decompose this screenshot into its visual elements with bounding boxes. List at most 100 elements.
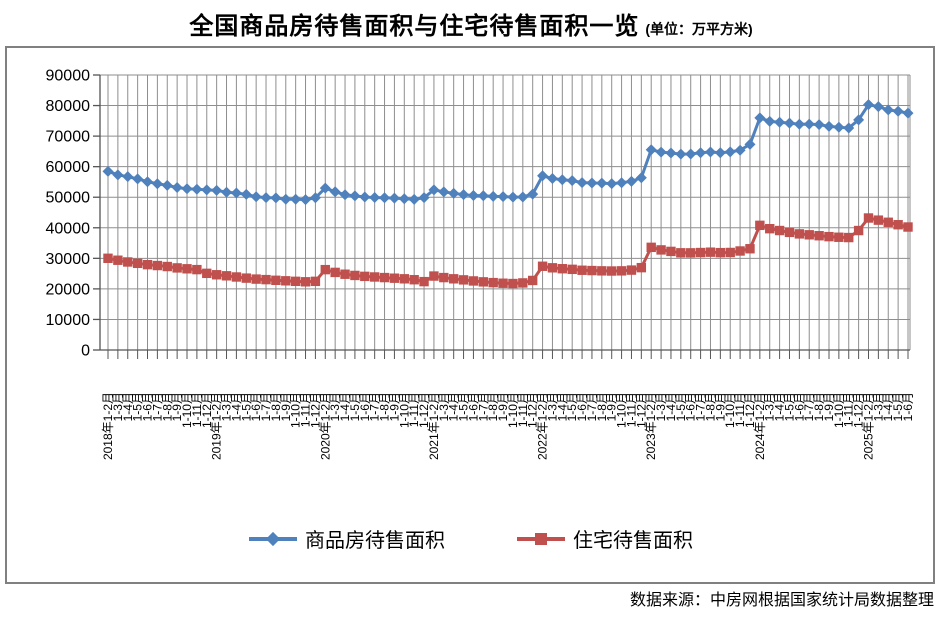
data-point-residential — [765, 223, 775, 234]
chart-unit-label: (单位：万平方米) — [645, 21, 753, 37]
data-point-commercial — [754, 112, 766, 124]
x-tick-label: 1-10月 — [832, 392, 846, 428]
data-point-residential — [320, 264, 330, 275]
x-tick-label: 2025年1-2月 — [861, 392, 875, 460]
data-point-commercial — [576, 177, 588, 189]
data-point-commercial — [783, 117, 795, 129]
data-point-residential — [172, 263, 182, 273]
data-point-residential — [439, 272, 449, 283]
x-tick-label: 1-8月 — [486, 392, 500, 421]
data-point-residential — [498, 278, 508, 288]
x-tick-label: 1-12月 — [417, 392, 431, 428]
data-point-residential — [468, 276, 479, 286]
data-point-residential — [399, 274, 409, 284]
data-point-residential — [419, 276, 429, 287]
data-point-residential — [537, 261, 548, 271]
data-point-residential — [142, 259, 153, 270]
x-tick-label: 1-10月 — [506, 392, 520, 428]
data-point-commercial — [467, 190, 479, 202]
data-point-commercial — [329, 186, 341, 198]
data-point-residential — [518, 278, 528, 288]
data-point-commercial — [151, 178, 163, 190]
data-point-commercial — [211, 184, 223, 196]
data-point-commercial — [349, 190, 361, 202]
x-tick-label: 1-11月 — [516, 392, 530, 427]
x-tick-label: 2020年1-2月 — [318, 392, 332, 460]
data-point-residential — [192, 264, 202, 275]
data-point-commercial — [606, 178, 618, 190]
x-tick-label: 2024年1-2月 — [753, 392, 767, 460]
x-tick-label: 1-9月 — [713, 392, 727, 421]
data-point-residential — [863, 213, 874, 223]
data-point-commercial — [823, 120, 835, 132]
data-point-commercial — [250, 191, 262, 203]
data-point-residential — [369, 272, 380, 282]
data-point-commercial — [724, 146, 736, 158]
data-point-residential — [853, 225, 864, 236]
data-point-residential — [409, 275, 419, 285]
data-point-residential — [567, 264, 577, 275]
x-tick-label: 1-5月 — [348, 392, 362, 421]
data-point-commercial — [853, 114, 865, 126]
x-tick-label: 1-5月 — [131, 392, 145, 421]
x-tick-label: 1-5月 — [782, 392, 796, 421]
data-point-commercial — [398, 193, 410, 205]
x-tick-label: 1-6月 — [358, 392, 372, 421]
data-point-commercial — [359, 191, 371, 203]
data-point-residential — [330, 267, 340, 278]
data-point-residential — [132, 258, 143, 269]
data-point-commercial — [774, 116, 786, 128]
x-tick-label: 1-6月 — [249, 392, 263, 421]
data-point-residential — [448, 274, 459, 284]
data-point-commercial — [734, 144, 746, 156]
data-point-commercial — [290, 193, 302, 205]
y-tick-label: 70000 — [46, 129, 91, 146]
data-point-commercial — [240, 188, 252, 200]
data-point-commercial — [300, 194, 312, 206]
data-point-commercial — [428, 184, 440, 196]
data-point-commercial — [625, 175, 637, 187]
x-tick-label: 1-8月 — [812, 392, 826, 421]
y-tick-label: 10000 — [46, 312, 91, 329]
data-point-residential — [123, 257, 133, 267]
x-tick-label: 1-12月 — [743, 392, 757, 428]
diamond-marker-icon — [249, 531, 297, 547]
data-point-residential — [774, 225, 785, 236]
x-tick-label: 1-10月 — [289, 392, 303, 428]
x-tick-label: 1-7月 — [150, 392, 164, 421]
data-point-commercial — [635, 172, 647, 184]
data-point-residential — [844, 232, 854, 243]
x-tick-label: 1-3月 — [220, 392, 234, 421]
x-tick-label: 1-11月 — [624, 392, 638, 427]
y-tick-label: 30000 — [46, 251, 91, 268]
data-point-residential — [261, 274, 271, 285]
data-point-commercial — [191, 183, 203, 195]
data-point-commercial — [142, 176, 154, 188]
data-point-residential — [607, 266, 617, 276]
data-point-residential — [705, 247, 716, 257]
data-point-commercial — [221, 186, 233, 198]
data-point-residential — [271, 275, 281, 285]
data-point-commercial — [675, 148, 687, 160]
x-tick-label: 1-11月 — [407, 392, 421, 427]
data-source-note: 数据来源：中房网根据国家统计局数据整理 — [629, 592, 934, 609]
x-tick-label: 1-7月 — [368, 392, 382, 421]
x-tick-label: 1-4月 — [773, 392, 787, 421]
x-tick-label: 1-6月 — [901, 392, 915, 421]
data-point-residential — [794, 229, 805, 239]
data-point-residential — [202, 268, 212, 279]
x-tick-label: 1-9月 — [387, 392, 401, 421]
x-tick-label: 1-5月 — [674, 392, 688, 421]
x-tick-label: 1-6月 — [141, 392, 155, 421]
data-point-commercial — [438, 186, 450, 198]
data-point-commercial — [527, 188, 539, 200]
data-point-residential — [231, 272, 242, 282]
data-point-residential — [646, 242, 656, 253]
data-point-residential — [478, 277, 489, 287]
data-point-commercial — [477, 190, 489, 202]
data-point-residential — [745, 244, 755, 254]
data-point-commercial — [645, 144, 657, 156]
x-tick-label: 1-6月 — [792, 392, 806, 421]
